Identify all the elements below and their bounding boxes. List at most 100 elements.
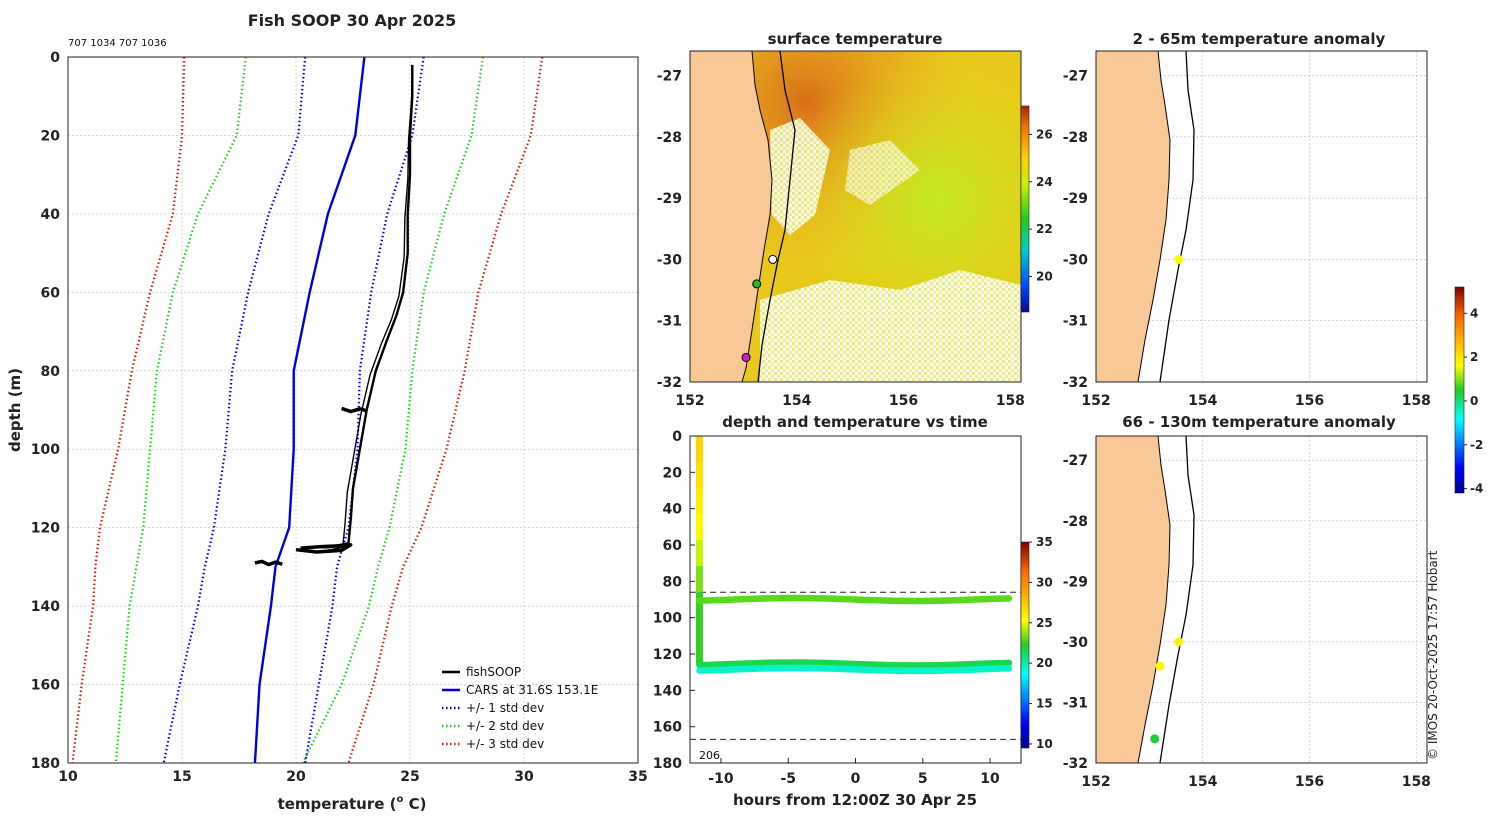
profile-series-line: [71, 56, 186, 764]
profile-ytick: 20: [41, 128, 61, 144]
depth-time-track: [696, 664, 1013, 675]
anomaly-ytick: -27: [1063, 69, 1088, 85]
anomaly-ytick: -27: [1063, 453, 1088, 469]
anomaly-deep-axes-frame: [1095, 435, 1428, 764]
anomaly-xtick: 156: [1295, 774, 1324, 790]
fishsoop-profile-segment: [254, 559, 283, 567]
profile-ytick: 120: [31, 521, 60, 537]
anomaly-xtick: 158: [1402, 774, 1431, 790]
anomaly-ytick: -30: [1063, 252, 1089, 268]
anomaly-shallow-contour: [1159, 50, 1195, 383]
depth-time-ytick: 60: [663, 538, 683, 554]
profile-ytick: 100: [31, 442, 60, 458]
sst-colorbar-tick: 24: [1036, 175, 1053, 189]
sst-colorbar: [1020, 105, 1030, 313]
sst-colorbar-tick: 26: [1036, 127, 1053, 141]
profile-xtick: 10: [58, 769, 78, 785]
depth-time-colorbar-tick: 35: [1036, 535, 1053, 549]
anomaly-shallow-title: 2 - 65m temperature anomaly: [1133, 30, 1386, 48]
anomaly-point: [1174, 254, 1184, 264]
profile-xlabel: temperature (o C): [278, 794, 427, 813]
profile-ytick: 180: [31, 756, 60, 772]
sst-ytick: -32: [657, 375, 682, 391]
anomaly-point: [1150, 734, 1160, 744]
sst-ytick: -29: [657, 191, 682, 207]
depth-time-ytick: 140: [653, 683, 682, 699]
anomaly-point: [1155, 661, 1165, 671]
depth-time-annotation: 206: [699, 749, 720, 762]
anomaly-xtick: 154: [1188, 774, 1217, 790]
anomaly-ytick: -28: [1063, 130, 1088, 146]
profile-ytick: 0: [50, 50, 60, 66]
depth-time-ytick: 40: [663, 502, 683, 518]
profile-axes-frame: [67, 56, 639, 764]
anomaly-shallow-land: [1095, 50, 1171, 383]
sst-station-marker: [768, 254, 778, 264]
sst-cloud-mask-south: [760, 270, 1021, 382]
copyright: © IMOS 20-Oct-2025 17:57 Hobart: [1426, 550, 1440, 760]
anomaly-ytick: -29: [1063, 574, 1088, 590]
profile-xtick: 30: [514, 769, 534, 785]
depth-time-ytick: 80: [663, 574, 683, 590]
depth-time-xtick: 10: [980, 771, 1000, 787]
legend-label: +/- 2 std dev: [466, 719, 544, 733]
sst-cloud-mask-east: [845, 140, 920, 205]
figure-title: Fish SOOP 30 Apr 2025: [248, 11, 457, 30]
anomaly-colorbar-tick: 0: [1470, 394, 1478, 408]
sst-ytick: -28: [657, 130, 682, 146]
anomaly-ytick: -28: [1063, 514, 1088, 530]
profile-xtick: 35: [628, 769, 647, 785]
profile-legend: fishSOOP CARS at 31.6S 153.1E +/- 1 std de…: [442, 665, 598, 751]
sst-ytick: -31: [657, 314, 682, 330]
profile-series-line: [253, 56, 366, 764]
sst-coastline: [741, 51, 773, 382]
anomaly-deep-panel: 66 - 130m temperature anomaly 152 154 156 1…: [1063, 286, 1483, 790]
profile-xtick: 15: [172, 769, 191, 785]
depth-time-xlabel: hours from 12:00Z 30 Apr 25: [733, 791, 977, 809]
sst-panel: surface temperature 152 154 156 158 -27 -28 -2…: [657, 30, 1053, 409]
sst-colorbar-tick: 22: [1036, 222, 1053, 236]
profile-series-line: [114, 56, 247, 764]
depth-time-ytick: 100: [653, 611, 682, 627]
profile-ytick: 160: [31, 678, 60, 694]
profile-ytick: 40: [41, 207, 61, 223]
sst-xtick: 158: [996, 393, 1025, 409]
profile-series-line: [304, 56, 425, 764]
anomaly-shallow-panel: 2 - 65m temperature anomaly 152 154 156 158…: [1063, 30, 1431, 409]
anomaly-colorbar-tick: -2: [1470, 438, 1483, 452]
profile-series-line: [162, 56, 307, 764]
legend-label: CARS at 31.6S 153.1E: [466, 683, 598, 697]
profile-xtick: 25: [400, 769, 419, 785]
sst-cloud-mask-north: [770, 118, 830, 235]
depth-time-colorbar-tick: 20: [1036, 656, 1053, 670]
sst-station-marker: [752, 279, 762, 289]
fishsoop-profile-line: [301, 68, 413, 552]
anomaly-ytick: -31: [1063, 695, 1088, 711]
anomaly-deep-contour: [1159, 435, 1195, 764]
anomaly-xtick: 152: [1081, 774, 1110, 790]
profile-xlabel-sup: o: [396, 794, 403, 805]
fishsoop-profile-segment: [295, 543, 353, 554]
sst-title: surface temperature: [768, 30, 943, 48]
profile-series-line: [301, 56, 485, 764]
anomaly-ytick: -31: [1063, 314, 1088, 330]
legend-label: +/- 1 std dev: [466, 701, 544, 715]
anomaly-ytick: -30: [1063, 635, 1089, 651]
depth-time-colorbar: [1020, 541, 1030, 749]
depth-time-ytick: 180: [653, 756, 682, 772]
anomaly-xtick: 154: [1188, 393, 1217, 409]
anomaly-colorbar: [1454, 286, 1465, 494]
depth-time-track: [696, 659, 1013, 669]
depth-time-ytick: 160: [653, 720, 682, 736]
anomaly-xtick: 152: [1081, 393, 1110, 409]
anomaly-xtick: 158: [1402, 393, 1431, 409]
depth-time-xtick: 0: [851, 771, 861, 787]
depth-time-xtick: -5: [780, 771, 796, 787]
profile-ylabel: depth (m): [6, 368, 24, 452]
profile-ytick: 60: [41, 285, 61, 301]
anomaly-colorbar-tick: 4: [1470, 306, 1478, 320]
legend-label: fishSOOP: [466, 665, 521, 679]
profile-xtick: 20: [286, 769, 306, 785]
depth-time-colorbar-tick: 15: [1036, 697, 1053, 711]
anomaly-ytick: -32: [1063, 375, 1088, 391]
